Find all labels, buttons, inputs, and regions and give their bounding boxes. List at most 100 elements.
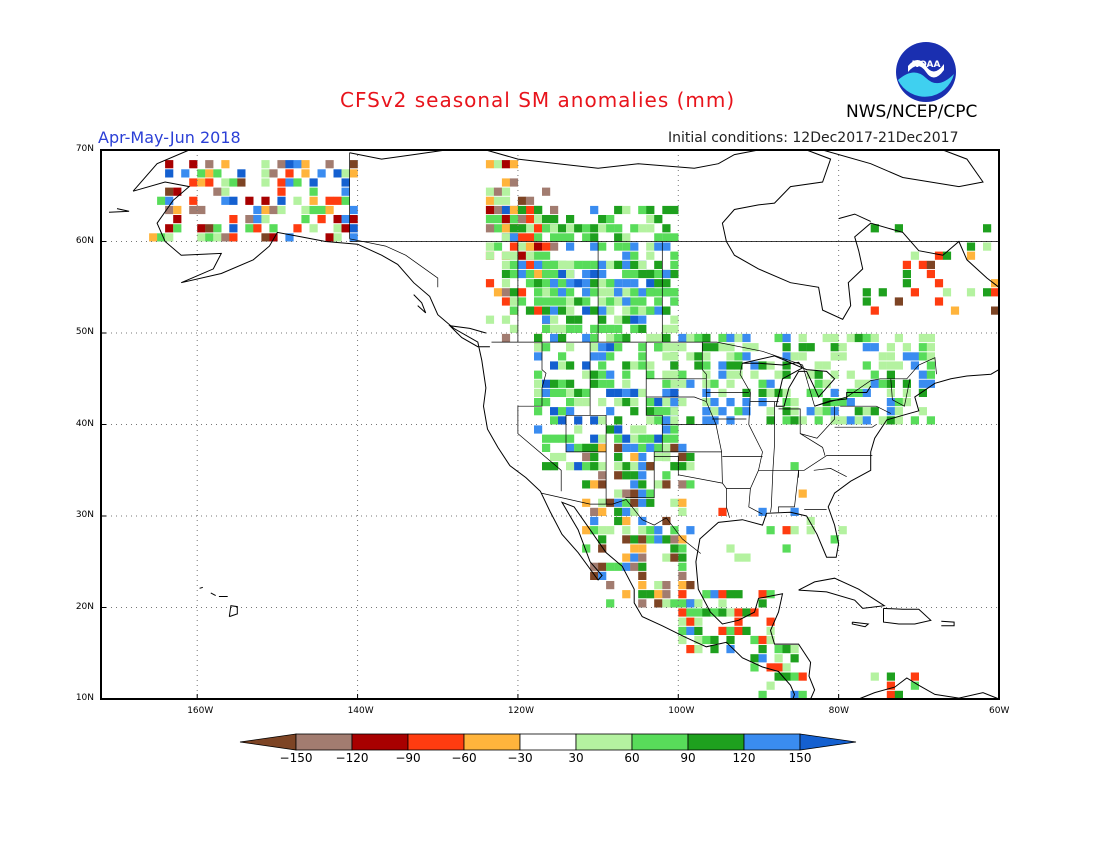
anomaly-cell (694, 645, 703, 654)
coastline (851, 621, 870, 628)
anomaly-cell (333, 169, 342, 178)
anomaly-cell (654, 590, 663, 599)
anomaly-cell (534, 269, 543, 279)
anomaly-cell (646, 407, 655, 416)
anomaly-cell (245, 215, 254, 224)
anomaly-cell (678, 590, 687, 599)
anomaly-cell (509, 288, 519, 297)
colorbar-label: 60 (624, 751, 640, 765)
colorbar-swatch (519, 733, 577, 751)
anomaly-cell (614, 471, 623, 480)
anomaly-cell (622, 233, 631, 242)
anomaly-cell (806, 516, 815, 526)
anomaly-cell (582, 333, 591, 343)
anomaly-cell (630, 315, 639, 324)
anomaly-cell (509, 297, 519, 306)
anomaly-cell (598, 297, 607, 306)
anomaly-cell (606, 306, 615, 315)
anomaly-cell (742, 343, 751, 352)
anomaly-cell (590, 462, 599, 471)
anomaly-cell (261, 196, 270, 205)
lon-tick-label: 120W (507, 706, 534, 716)
anomaly-cell (734, 407, 743, 416)
anomaly-cell (485, 215, 495, 224)
anomaly-cell (245, 224, 254, 233)
anomaly-cell (670, 434, 679, 443)
anomaly-cell (485, 224, 495, 233)
anomaly-cell (662, 581, 671, 590)
anomaly-cell (550, 388, 559, 397)
anomaly-cell (558, 297, 567, 306)
anomaly-cell (542, 443, 551, 452)
anomaly-cell (758, 599, 767, 608)
anomaly-cell (894, 297, 903, 306)
anomaly-cells (149, 160, 1000, 699)
anomaly-cell (862, 297, 871, 306)
anomaly-cell (758, 361, 767, 370)
anomaly-cell (574, 425, 583, 434)
anomaly-cell (525, 224, 535, 233)
anomaly-cell (806, 526, 815, 535)
anomaly-cell (542, 251, 551, 260)
anomaly-cell (758, 635, 767, 645)
anomaly-cell (726, 416, 735, 425)
anomaly-cell (814, 388, 823, 397)
political-border (589, 342, 607, 505)
anomaly-cell (566, 288, 575, 297)
anomaly-cell (493, 160, 503, 169)
anomaly-cell (582, 288, 591, 297)
anomaly-cell (670, 398, 679, 407)
anomaly-cell (622, 297, 631, 306)
anomaly-cell (517, 269, 527, 279)
anomaly-cell (910, 352, 919, 361)
anomaly-cell (654, 581, 663, 590)
anomaly-cell (662, 535, 671, 544)
anomaly-cell (782, 352, 791, 361)
anomaly-cell (173, 224, 182, 233)
anomaly-cell (517, 242, 527, 251)
anomaly-cell (501, 333, 511, 343)
anomaly-cell (550, 361, 559, 370)
anomaly-cell (534, 205, 543, 215)
anomaly-cell (630, 407, 639, 416)
anomaly-cell (983, 242, 992, 251)
anomaly-cell (870, 224, 879, 233)
anomaly-cell (542, 398, 551, 407)
anomaly-cell (686, 617, 695, 626)
anomaly-cell (622, 260, 631, 269)
anomaly-cell (630, 279, 639, 288)
anomaly-cell (662, 434, 671, 443)
anomaly-cell (534, 379, 543, 388)
anomaly-cell (598, 379, 607, 388)
anomaly-cell (525, 269, 535, 279)
anomaly-cell (614, 224, 623, 233)
anomaly-cell (766, 416, 775, 425)
anomaly-cell (654, 452, 663, 462)
colorbar-swatch (631, 733, 689, 751)
anomaly-cell (566, 315, 575, 324)
anomaly-cell (750, 635, 759, 645)
anomaly-cell (285, 169, 294, 178)
anomaly-cell (710, 407, 719, 416)
anomaly-cell (638, 297, 647, 306)
anomaly-cell (910, 361, 919, 370)
anomaly-cell (301, 169, 310, 178)
colorbar-label: −90 (395, 751, 421, 765)
anomaly-cell (157, 196, 166, 205)
anomaly-cell (566, 215, 575, 224)
anomaly-cell (670, 599, 679, 608)
anomaly-cell (550, 279, 559, 288)
anomaly-cell (654, 398, 663, 407)
anomaly-cell (221, 196, 230, 205)
anomaly-cell (582, 388, 591, 397)
anomaly-cell (517, 196, 527, 205)
anomaly-cell (734, 352, 743, 361)
anomaly-cell (686, 379, 695, 388)
colorbar-label: 30 (568, 751, 584, 765)
anomaly-cell (165, 205, 174, 215)
anomaly-cell (686, 333, 695, 343)
coastline (695, 369, 1000, 700)
anomaly-cell (598, 562, 607, 571)
anomaly-cell (598, 507, 607, 516)
anomaly-cell (638, 581, 647, 590)
